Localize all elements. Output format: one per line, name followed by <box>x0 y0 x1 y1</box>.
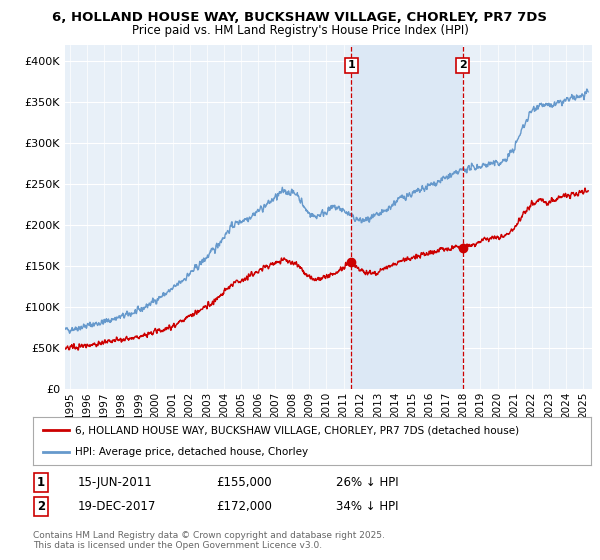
Text: 6, HOLLAND HOUSE WAY, BUCKSHAW VILLAGE, CHORLEY, PR7 7DS: 6, HOLLAND HOUSE WAY, BUCKSHAW VILLAGE, … <box>53 11 548 24</box>
Bar <box>351 45 463 389</box>
Text: £172,000: £172,000 <box>216 500 272 514</box>
Text: HPI: Average price, detached house, Chorley: HPI: Average price, detached house, Chor… <box>75 447 308 457</box>
Text: 2: 2 <box>37 500 45 514</box>
Text: 1: 1 <box>347 60 355 71</box>
Text: Price paid vs. HM Land Registry's House Price Index (HPI): Price paid vs. HM Land Registry's House … <box>131 24 469 36</box>
Text: Contains HM Land Registry data © Crown copyright and database right 2025.
This d: Contains HM Land Registry data © Crown c… <box>33 531 385 550</box>
Text: 1: 1 <box>37 476 45 489</box>
Text: 34% ↓ HPI: 34% ↓ HPI <box>336 500 398 514</box>
Text: 6, HOLLAND HOUSE WAY, BUCKSHAW VILLAGE, CHORLEY, PR7 7DS (detached house): 6, HOLLAND HOUSE WAY, BUCKSHAW VILLAGE, … <box>75 425 519 435</box>
Text: £155,000: £155,000 <box>216 476 272 489</box>
Text: 19-DEC-2017: 19-DEC-2017 <box>78 500 157 514</box>
Text: 26% ↓ HPI: 26% ↓ HPI <box>336 476 398 489</box>
Text: 2: 2 <box>459 60 467 71</box>
Text: 15-JUN-2011: 15-JUN-2011 <box>78 476 153 489</box>
